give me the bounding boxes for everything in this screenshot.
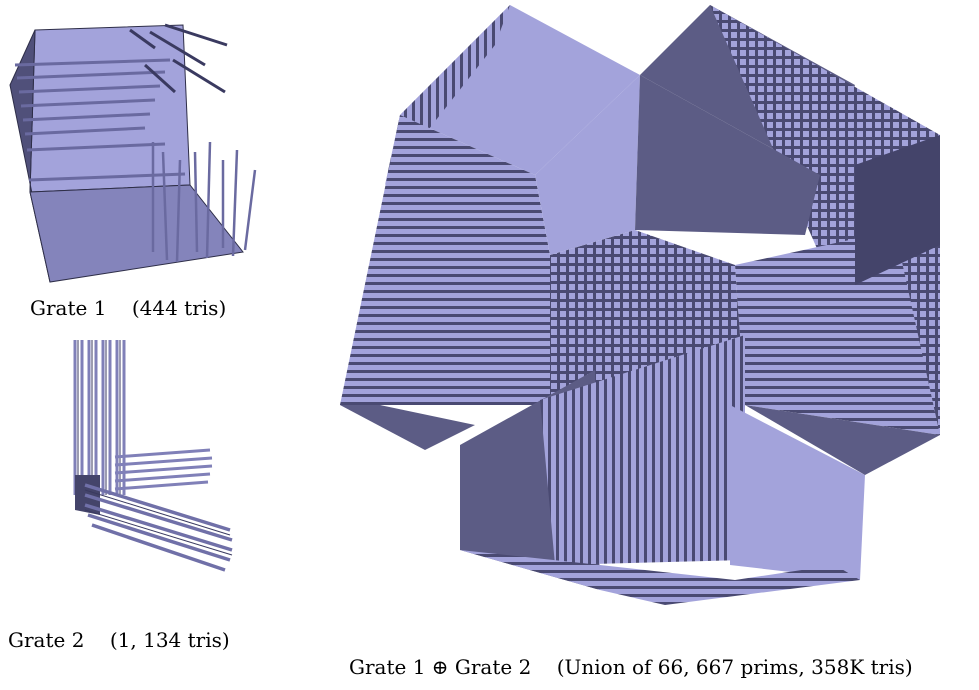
union-caption: Grate 1 ⊕ Grate 2 (Union of 66, 667 prim… xyxy=(349,655,913,679)
union-render xyxy=(335,5,955,605)
grate2-render xyxy=(60,335,260,585)
grate1-render xyxy=(5,20,265,290)
grate1-caption: Grate 1 (444 tris) xyxy=(30,296,227,320)
grate2-caption: Grate 2 (1, 134 tris) xyxy=(8,628,230,652)
